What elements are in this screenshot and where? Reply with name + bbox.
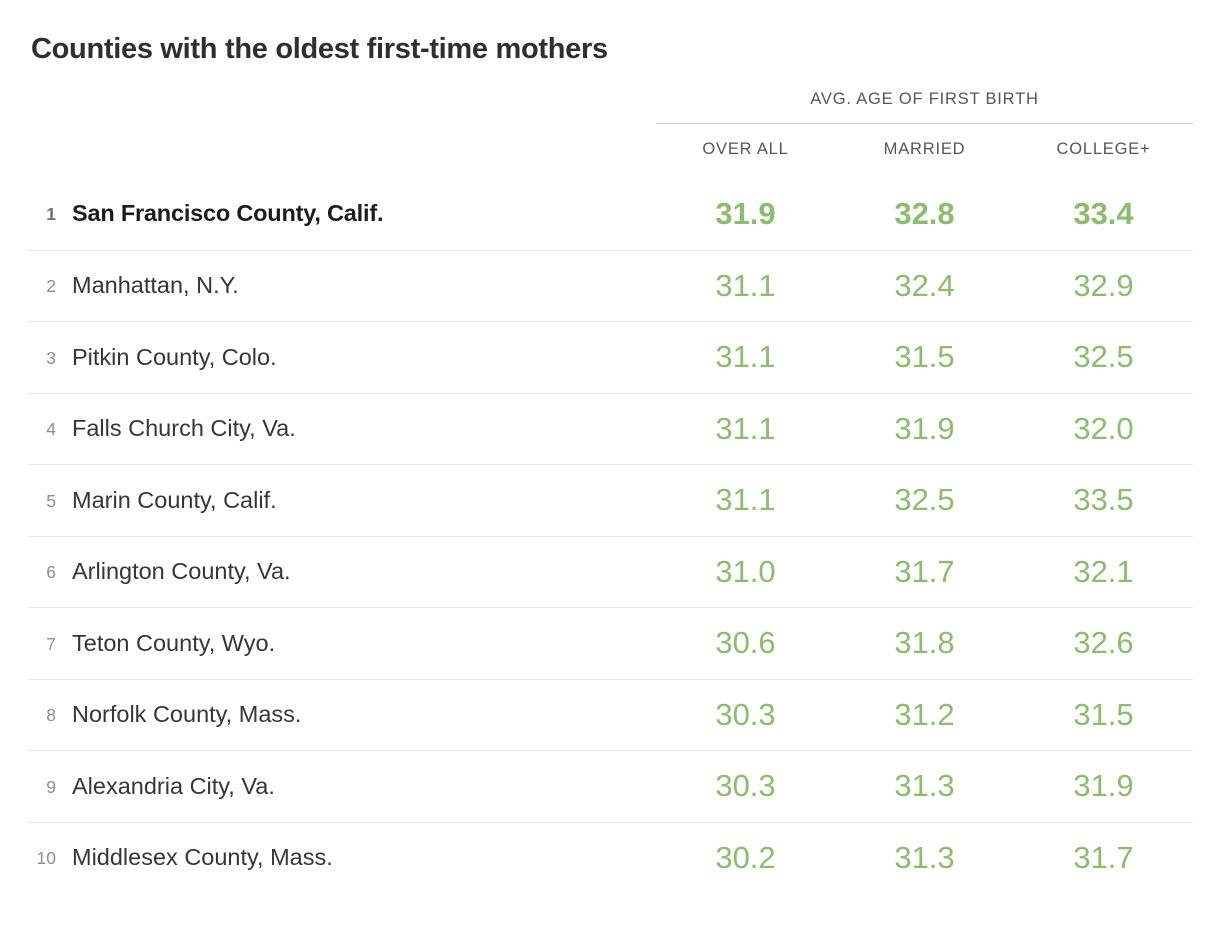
cell-married-value: 31.3 bbox=[894, 768, 955, 804]
cell-married-value: 31.8 bbox=[894, 625, 955, 661]
table-row: 10 Middlesex County, Mass. 30.2 31.3 31.… bbox=[28, 821, 1193, 894]
row-county-name: Falls Church City, Va. bbox=[72, 415, 296, 442]
table-row: 2 Manhattan, N.Y. 31.1 32.4 32.9 bbox=[28, 249, 1193, 322]
table-row: 9 Alexandria City, Va. 30.3 31.3 31.9 bbox=[28, 750, 1193, 822]
cell-overall-value: 31.1 bbox=[715, 339, 776, 375]
cell-college-plus-value: 31.9 bbox=[1073, 768, 1134, 804]
page-title: Counties with the oldest first-time moth… bbox=[31, 33, 608, 65]
row-rank: 9 bbox=[46, 776, 56, 797]
table-row: 1 San Francisco County, Calif. 31.9 32.8… bbox=[28, 178, 1193, 250]
row-county-name: Pitkin County, Colo. bbox=[72, 343, 277, 370]
table-column-header-row: OVER ALL MARRIED COLLEGE+ bbox=[28, 124, 1193, 178]
cell-college-plus-value: 31.7 bbox=[1073, 839, 1134, 875]
row-county-name: San Francisco County, Calif. bbox=[72, 200, 384, 227]
row-rank: 6 bbox=[46, 562, 56, 583]
cell-overall-value: 30.3 bbox=[715, 696, 776, 732]
row-rank: 3 bbox=[46, 347, 56, 368]
row-rank: 7 bbox=[46, 633, 56, 654]
cell-overall-value: 30.2 bbox=[715, 839, 776, 875]
column-header-overall: OVER ALL bbox=[702, 140, 789, 158]
table-group-header-row: AVG. AGE OF FIRST BIRTH bbox=[28, 90, 1193, 124]
row-rank: 2 bbox=[46, 276, 56, 297]
row-county-name: Teton County, Wyo. bbox=[72, 629, 276, 656]
table-row: 8 Norfolk County, Mass. 30.3 31.2 31.5 bbox=[28, 678, 1193, 751]
cell-overall-value: 31.1 bbox=[715, 410, 776, 446]
column-header-college-plus: COLLEGE+ bbox=[1056, 140, 1151, 158]
cell-married-value: 31.7 bbox=[894, 553, 955, 589]
cell-overall-value: 30.3 bbox=[715, 768, 776, 804]
row-county-name: Alexandria City, Va. bbox=[72, 772, 275, 799]
cell-married-value: 32.8 bbox=[894, 195, 955, 231]
cell-married-value: 31.3 bbox=[894, 839, 955, 875]
cell-college-plus-value: 33.4 bbox=[1073, 195, 1134, 231]
row-county-name: Middlesex County, Mass. bbox=[72, 844, 333, 871]
cell-overall-value: 30.6 bbox=[715, 625, 776, 661]
column-header-married: MARRIED bbox=[883, 140, 966, 158]
cell-college-plus-value: 33.5 bbox=[1073, 482, 1134, 518]
table-row: 5 Marin County, Calif. 31.1 32.5 33.5 bbox=[28, 464, 1193, 536]
row-county-name: Manhattan, N.Y. bbox=[72, 272, 239, 299]
cell-overall-value: 31.0 bbox=[715, 553, 776, 589]
cell-overall-value: 31.9 bbox=[715, 195, 776, 231]
row-county-name: Marin County, Calif. bbox=[72, 486, 277, 513]
row-rank: 8 bbox=[46, 705, 56, 726]
table-row: 6 Arlington County, Va. 31.0 31.7 32.1 bbox=[28, 535, 1193, 608]
cell-college-plus-value: 31.5 bbox=[1073, 696, 1134, 732]
chart-container: Counties with the oldest first-time moth… bbox=[0, 35, 1210, 947]
cell-college-plus-value: 32.6 bbox=[1073, 625, 1134, 661]
cell-overall-value: 31.1 bbox=[715, 482, 776, 518]
cell-married-value: 32.4 bbox=[894, 267, 955, 303]
row-rank: 1 bbox=[46, 204, 56, 225]
cell-college-plus-value: 32.5 bbox=[1073, 339, 1134, 375]
row-rank: 10 bbox=[36, 848, 56, 869]
row-county-name: Arlington County, Va. bbox=[72, 558, 291, 585]
data-table: AVG. AGE OF FIRST BIRTH OVER ALL MARRIED… bbox=[28, 90, 1193, 893]
cell-married-value: 31.9 bbox=[894, 410, 955, 446]
cell-married-value: 31.5 bbox=[894, 339, 955, 375]
cell-overall-value: 31.1 bbox=[715, 267, 776, 303]
cell-married-value: 32.5 bbox=[894, 482, 955, 518]
table-row: 3 Pitkin County, Colo. 31.1 31.5 32.5 bbox=[28, 321, 1193, 393]
cell-married-value: 31.2 bbox=[894, 696, 955, 732]
row-rank: 5 bbox=[46, 490, 56, 511]
cell-college-plus-value: 32.1 bbox=[1073, 553, 1134, 589]
table-row: 4 Falls Church City, Va. 31.1 31.9 32.0 bbox=[28, 392, 1193, 465]
row-rank: 4 bbox=[46, 419, 56, 440]
row-county-name: Norfolk County, Mass. bbox=[72, 701, 302, 728]
group-header-label: AVG. AGE OF FIRST BIRTH bbox=[656, 90, 1193, 124]
table-body: 1 San Francisco County, Calif. 31.9 32.8… bbox=[28, 178, 1193, 893]
table-row: 7 Teton County, Wyo. 30.6 31.8 32.6 bbox=[28, 607, 1193, 679]
cell-college-plus-value: 32.0 bbox=[1073, 410, 1134, 446]
cell-college-plus-value: 32.9 bbox=[1073, 267, 1134, 303]
